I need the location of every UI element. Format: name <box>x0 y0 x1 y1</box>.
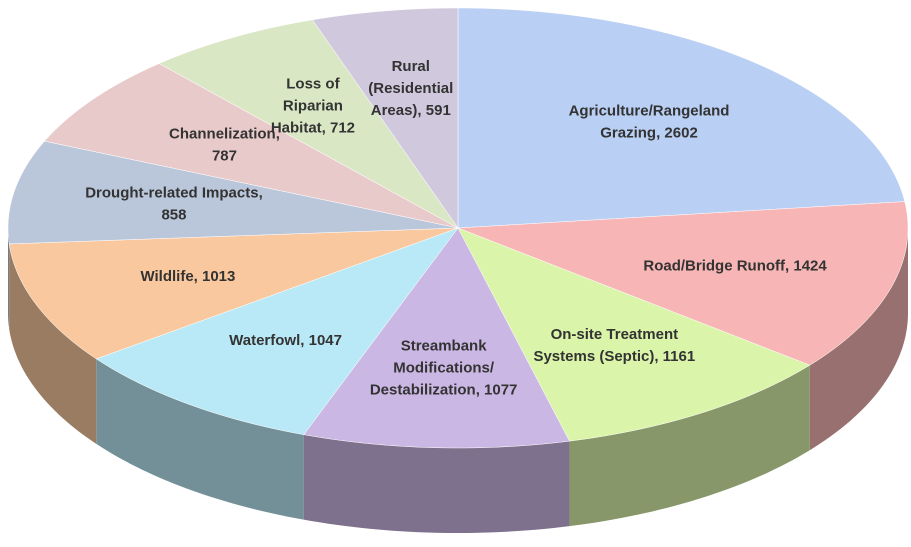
slice <box>457 227 811 442</box>
slice-side <box>569 365 810 527</box>
label-line: 787 <box>212 148 237 165</box>
label-line: (Residential <box>368 80 453 97</box>
label-line: Areas), 591 <box>371 102 451 119</box>
slice <box>311 7 459 229</box>
slice <box>158 19 459 229</box>
slice <box>8 227 459 360</box>
data-label: Rural (Residential Areas), 591 <box>368 58 453 119</box>
label-line: Wildlife, 1013 <box>140 268 235 285</box>
label-line: Modifications/ <box>393 360 495 377</box>
slice <box>7 140 459 245</box>
label-line: Agriculture/Rangeland <box>569 103 730 120</box>
label-line: Riparian <box>283 97 343 114</box>
slice <box>303 227 570 449</box>
data-label: Channelization, 787 <box>169 126 280 165</box>
slice-side <box>809 228 908 451</box>
label-line: On-site Treatment <box>551 326 679 343</box>
data-label: Wildlife, 1013 <box>140 268 235 285</box>
label-line: Loss of <box>286 75 340 92</box>
label-line: Drought-related Impacts, <box>85 185 263 202</box>
label-line: Habitat, 712 <box>271 119 355 136</box>
slice <box>457 7 906 229</box>
label-line: Road/Bridge Runoff, 1424 <box>643 257 827 274</box>
label-line: Destabilization, 1077 <box>370 382 518 399</box>
data-label: Loss of Riparian Habitat, 712 <box>271 75 355 136</box>
slice-side <box>96 358 304 520</box>
label-line: Channelization, <box>169 126 280 143</box>
label-line: Rural <box>392 58 430 75</box>
data-label: Waterfowl, 1047 <box>229 332 342 349</box>
label-line: Systems (Septic), 1161 <box>533 348 695 365</box>
label-line: Streambank <box>401 338 488 355</box>
slice-side <box>303 434 570 533</box>
data-label: Agriculture/Rangeland Grazing, 2602 <box>569 103 730 142</box>
label-line: 858 <box>161 207 186 224</box>
slice-side <box>8 228 10 329</box>
data-label: On-site Treatment Systems (Septic), 1161 <box>533 326 695 365</box>
slice <box>457 201 909 366</box>
slice <box>44 63 459 229</box>
slice <box>95 227 459 435</box>
data-label: Road/Bridge Runoff, 1424 <box>643 257 827 274</box>
label-line: Waterfowl, 1047 <box>229 332 342 349</box>
data-label: Streambank Modifications/Destabilization,… <box>370 338 518 399</box>
label-line: Grazing, 2602 <box>600 125 698 142</box>
slice-side <box>9 243 97 444</box>
data-label: Drought-related Impacts, 858 <box>85 185 263 224</box>
